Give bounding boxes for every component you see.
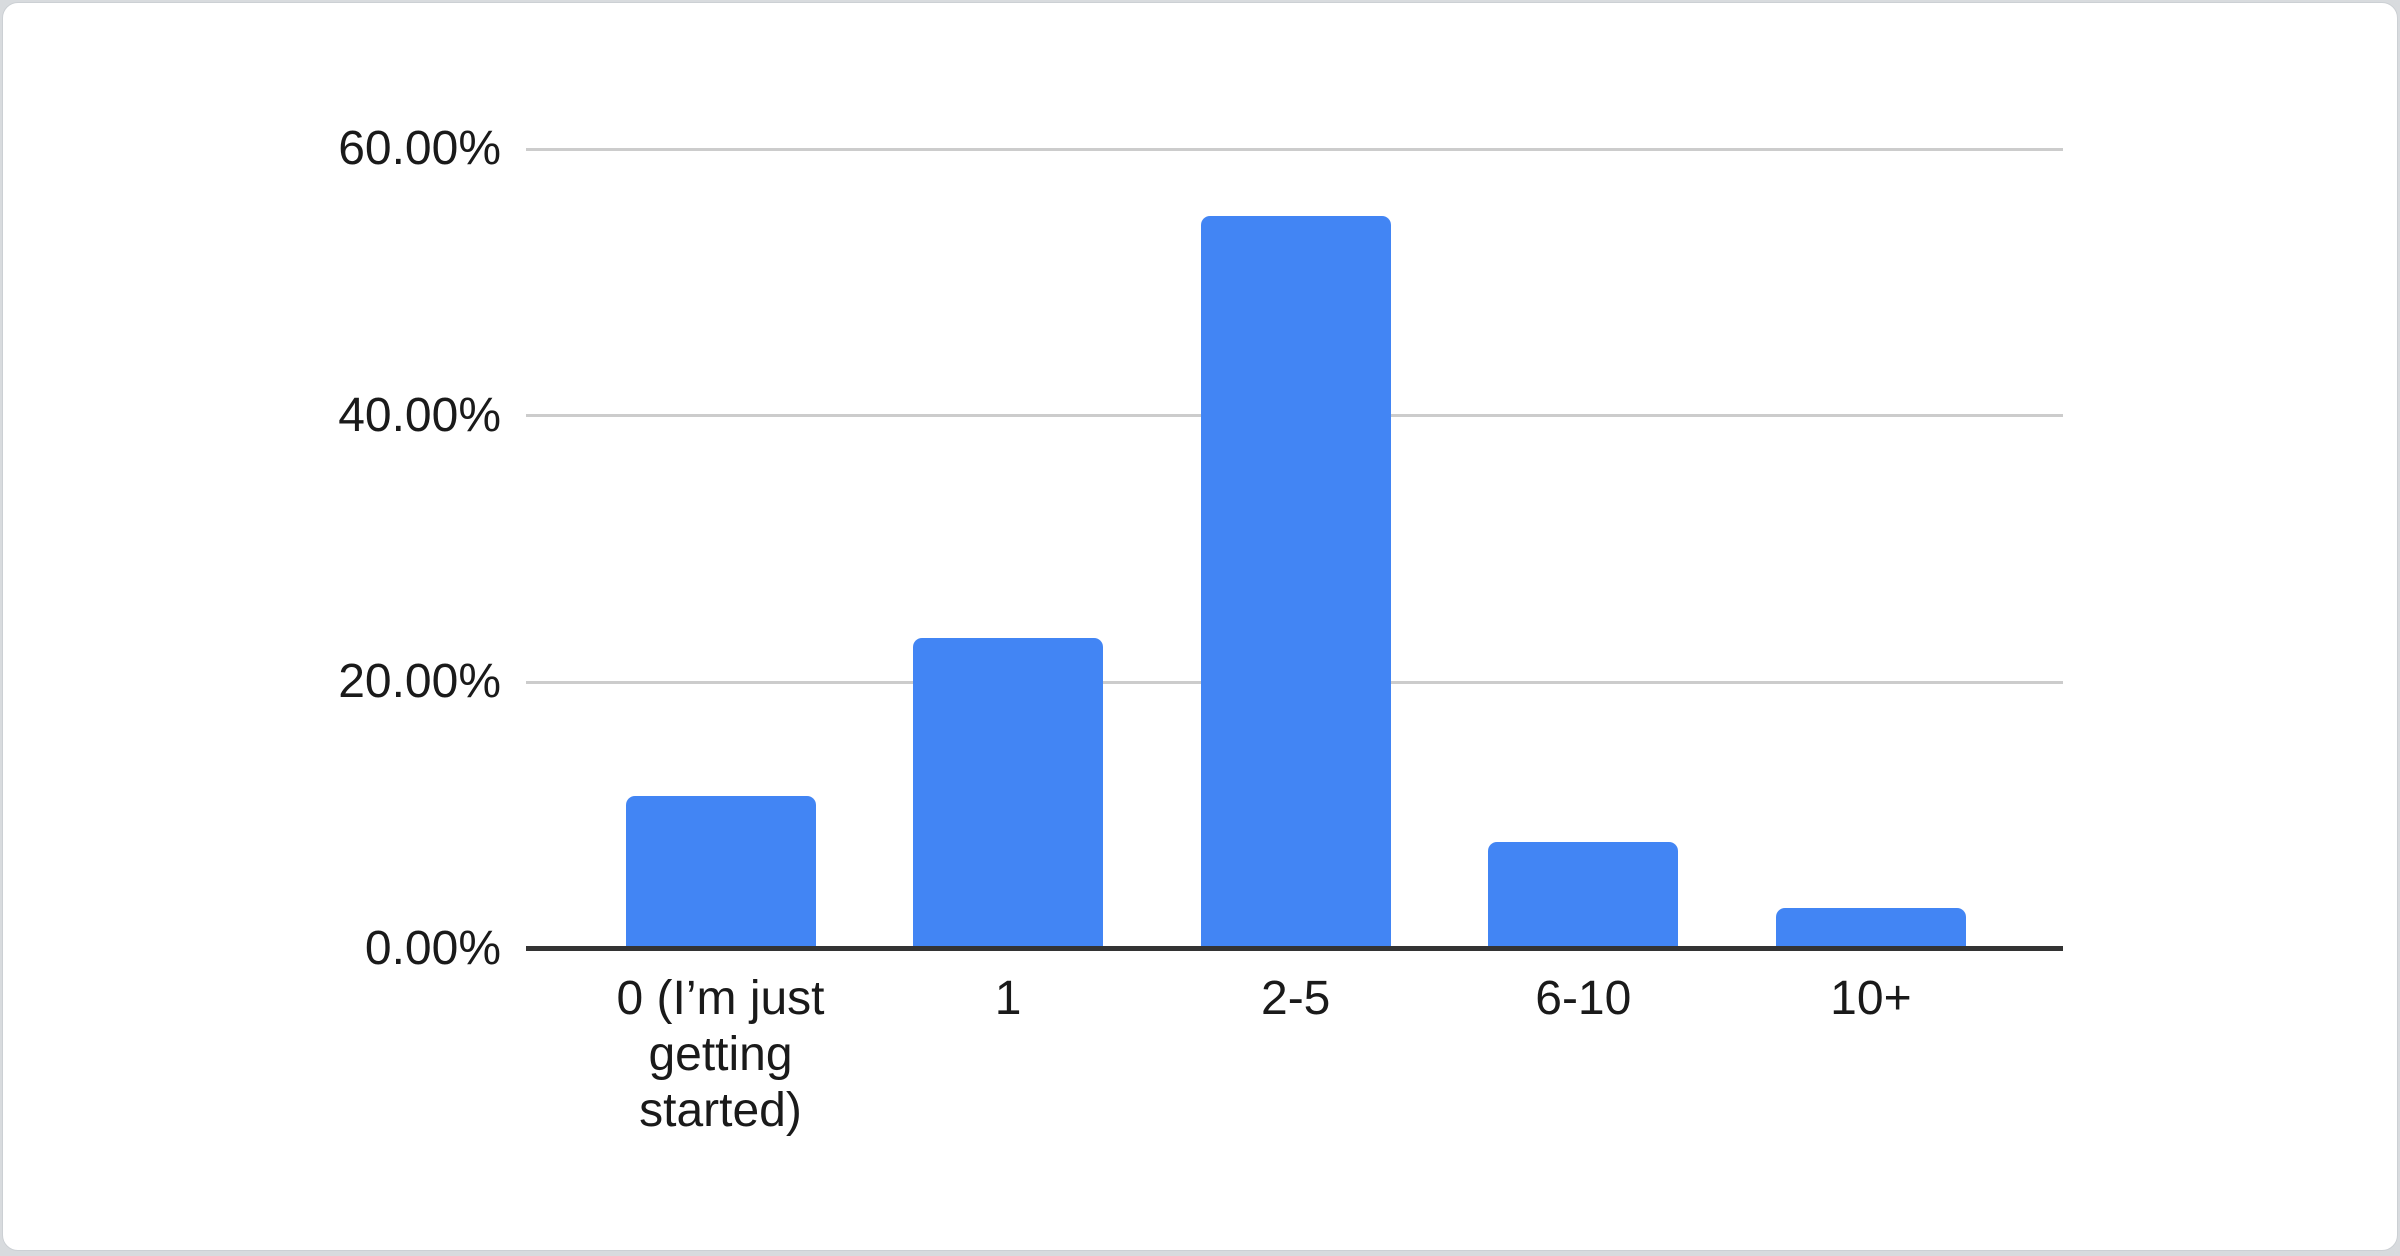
gridline-60: [526, 147, 2063, 151]
bar-2-5[interactable]: [1200, 215, 1391, 949]
bar-10[interactable]: [1775, 907, 1966, 949]
y-tick-label-60: 60.00%: [338, 122, 501, 175]
x-tick-label-0-i-m-just-getting-started: 0 (I’m just getting started): [616, 972, 825, 1137]
x-tick-label-6-10: 6-10: [1535, 972, 1632, 1025]
x-axis-baseline: [526, 946, 2063, 951]
plot-area: [526, 147, 2063, 951]
x-tick-label-10: 10+: [1830, 972, 1912, 1025]
bar-6-10[interactable]: [1488, 842, 1679, 949]
y-tick-label-40: 40.00%: [338, 388, 501, 442]
x-tick-label-1: 1: [994, 972, 1022, 1025]
y-tick-label-0: 0.00%: [364, 922, 501, 975]
bar-1[interactable]: [913, 638, 1104, 949]
y-tick-label-20: 20.00%: [338, 655, 501, 709]
x-tick-label-2-5: 2-5: [1261, 972, 1331, 1025]
bar-0-i-m-just-getting-started[interactable]: [625, 795, 816, 949]
